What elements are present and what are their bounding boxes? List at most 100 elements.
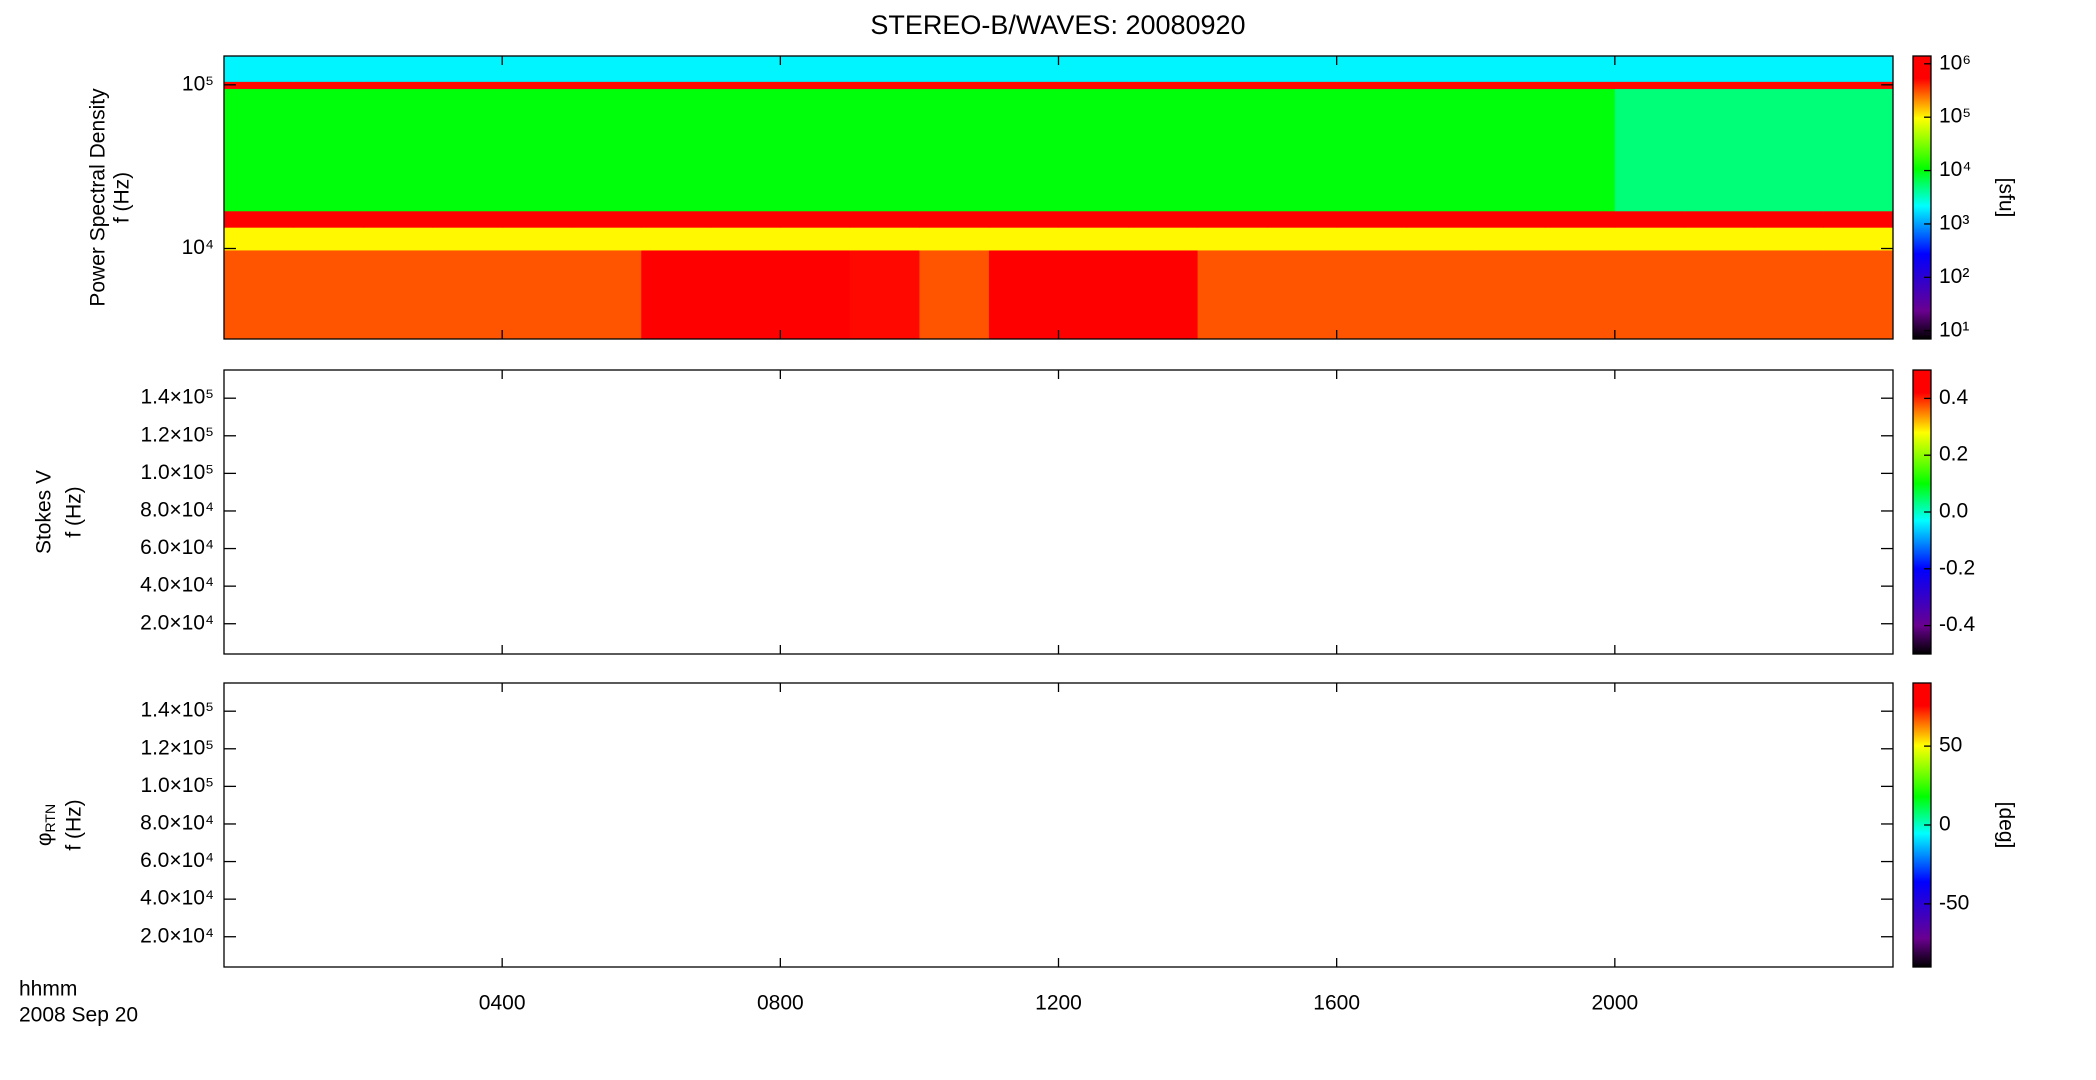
heatmap-cell <box>710 88 781 212</box>
heatmap-cell <box>432 227 503 251</box>
colorbar-tick-label: 10¹ <box>1939 318 1969 341</box>
heatmap-cell <box>1128 81 1199 89</box>
heatmap-cell <box>1197 81 1268 89</box>
heatmap-cell <box>1545 88 1616 212</box>
heatmap-cell <box>710 210 781 228</box>
heatmap-cell <box>1197 227 1268 251</box>
y-axis-title: φRTN <box>33 804 58 846</box>
heatmap-cell <box>432 81 503 89</box>
heatmap-cell <box>1128 88 1199 212</box>
heatmap-cell <box>1475 56 1546 82</box>
heatmap-cell <box>571 81 642 89</box>
heatmap-cell <box>1684 81 1755 89</box>
heatmap-cell <box>1267 210 1338 228</box>
heatmap-cell <box>224 210 295 228</box>
heatmap-cell <box>1545 210 1616 228</box>
heatmap-cell <box>1336 56 1407 82</box>
heatmap-cell <box>641 210 712 228</box>
colorbar-label: [deg] <box>1994 802 2017 849</box>
colorbar-tick-label: 10⁶ <box>1939 51 1971 74</box>
heatmap-cell <box>919 227 990 251</box>
heatmap-cell <box>988 88 1059 212</box>
heatmap-cell <box>641 88 712 212</box>
colorbar-tick-label: -0.4 <box>1939 613 1976 636</box>
heatmap-cell <box>1058 249 1129 340</box>
heatmap-cell <box>641 56 712 82</box>
heatmap-cell <box>1336 227 1407 251</box>
heatmap-cell <box>1058 81 1129 89</box>
heatmap-cell <box>1475 88 1546 212</box>
heatmap-cell <box>571 210 642 228</box>
y-tick-label: 10⁴ <box>182 236 214 259</box>
heatmap-cell <box>571 249 642 340</box>
heatmap-cell <box>1823 249 1894 340</box>
heatmap-cell <box>1753 227 1824 251</box>
heatmap-cell <box>1684 227 1755 251</box>
y-axis-subscript: RTN <box>42 804 58 833</box>
heatmap-cell <box>1475 210 1546 228</box>
heatmap-cell <box>919 81 990 89</box>
heatmap-cell <box>1267 56 1338 82</box>
heatmap-cell <box>1823 88 1894 212</box>
heatmap-cell <box>919 56 990 82</box>
y-tick-label: 1.2×10⁵ <box>140 423 214 446</box>
heatmap-cell <box>710 56 781 82</box>
heatmap-cell <box>1406 227 1477 251</box>
heatmap-cell <box>1684 88 1755 212</box>
colorbar-tick-label: 10³ <box>1939 212 1969 235</box>
y-tick-label: 8.0×10⁴ <box>140 812 214 835</box>
chart-title: STEREO-B/WAVES: 20080920 <box>870 10 1245 40</box>
heatmap-cell <box>363 81 434 89</box>
heatmap-cell <box>224 81 295 89</box>
colorbar-tick-label: 10⁴ <box>1939 158 1971 181</box>
y-tick-label: 4.0×10⁴ <box>140 574 214 597</box>
x-tick-label: 0400 <box>479 992 526 1015</box>
heatmap-cell <box>1406 249 1477 340</box>
heatmap-cell <box>849 227 920 251</box>
heatmap-cell <box>641 227 712 251</box>
heatmap-cell <box>1128 227 1199 251</box>
heatmap-cell <box>502 249 573 340</box>
heatmap-cell <box>1267 249 1338 340</box>
heatmap-cell <box>1753 210 1824 228</box>
heatmap-cell <box>988 56 1059 82</box>
heatmap-cell <box>1267 88 1338 212</box>
heatmap-cell <box>988 81 1059 89</box>
y-axis-title: f (Hz) <box>111 172 134 223</box>
heatmap-cell <box>363 249 434 340</box>
heatmap-cell <box>432 88 503 212</box>
heatmap-cell <box>1197 249 1268 340</box>
plot-frame <box>223 682 1894 968</box>
heatmap-cell <box>1128 56 1199 82</box>
heatmap-cell <box>780 56 851 82</box>
heatmap-cell <box>1406 81 1477 89</box>
heatmap-cell <box>780 88 851 212</box>
y-axis-title: f (Hz) <box>63 486 86 537</box>
heatmap-cell <box>1406 56 1477 82</box>
heatmap-cell <box>293 210 364 228</box>
heatmap-cell <box>988 249 1059 340</box>
heatmap-cell <box>1823 210 1894 228</box>
heatmap-cell <box>988 227 1059 251</box>
heatmap-cell <box>502 210 573 228</box>
heatmap-cell <box>1753 81 1824 89</box>
heatmap-cell <box>1614 81 1685 89</box>
heatmap-cell <box>571 88 642 212</box>
heatmap-cell <box>363 56 434 82</box>
heatmap-cell <box>293 88 364 212</box>
colorbar-tick-label: 0 <box>1939 813 1951 836</box>
heatmap-cell <box>919 210 990 228</box>
heatmap-cell <box>1614 88 1685 212</box>
heatmap-cell <box>1545 81 1616 89</box>
heatmap-cell <box>849 249 920 340</box>
y-axis-title: Stokes V <box>33 470 56 554</box>
heatmap-cell <box>1336 88 1407 212</box>
heatmap-cell <box>1753 88 1824 212</box>
heatmap-cell <box>432 56 503 82</box>
heatmap-cell <box>1128 249 1199 340</box>
heatmap-cell <box>1753 56 1824 82</box>
heatmap-cell <box>1197 210 1268 228</box>
heatmap-cell <box>224 249 295 340</box>
